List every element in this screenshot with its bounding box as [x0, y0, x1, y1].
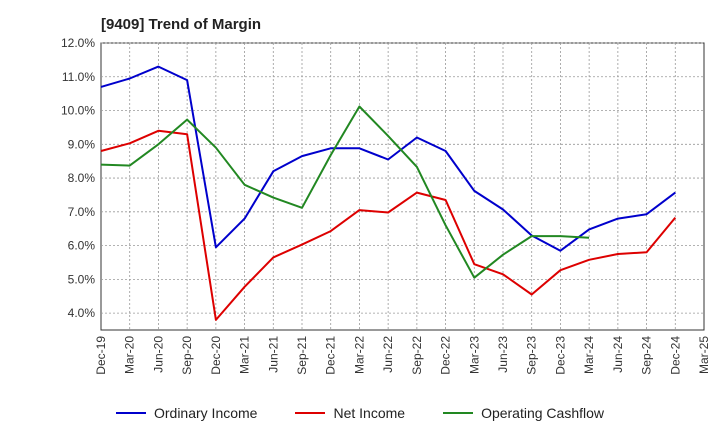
gridlines: [101, 42, 704, 330]
x-tick-label: Dec-20: [209, 336, 223, 375]
chart-title: [9409] Trend of Margin: [101, 16, 262, 33]
series-line-operating-cashflow: [100, 105, 590, 279]
series-lines: [100, 65, 677, 321]
x-tick-label: Dec-19: [94, 336, 108, 375]
y-tick-label: 4.0%: [68, 306, 96, 320]
y-axis-ticks: 4.0% 5.0% 6.0% 7.0% 8.0% 9.0% 10.0% 11.0% 12.0%: [61, 36, 95, 320]
legend-swatch: [295, 412, 326, 414]
x-tick-label: Sep-22: [410, 336, 424, 375]
y-tick-label: 11.0%: [62, 70, 95, 84]
x-tick-label: Jun-20: [151, 336, 165, 373]
y-tick-label: 7.0%: [68, 205, 96, 219]
x-tick-label: Mar-21: [238, 336, 252, 374]
legend-label: Operating Cashflow: [481, 405, 605, 421]
x-tick-label: Mar-24: [582, 336, 596, 374]
x-tick-label: Mar-23: [467, 336, 481, 374]
x-tick-label: Dec-21: [324, 336, 338, 375]
x-tick-label: Dec-22: [439, 336, 453, 375]
y-tick-label: 12.0%: [61, 36, 95, 50]
legend-swatch: [115, 412, 146, 414]
x-tick-label: Dec-24: [668, 336, 682, 375]
x-tick-label: Jun-21: [266, 336, 280, 373]
legend-label: Net Income: [333, 405, 406, 421]
x-tick-label: Mar-22: [352, 336, 366, 374]
x-tick-label: Sep-20: [180, 336, 194, 375]
y-tick-label: 8.0%: [68, 171, 96, 185]
x-tick-label: Sep-21: [295, 336, 309, 375]
x-tick-label: Mar-25: [697, 336, 711, 374]
x-tick-label: Mar-20: [123, 336, 137, 374]
y-tick-label: 9.0%: [68, 137, 96, 151]
plot-area: [100, 42, 705, 331]
x-tick-label: Jun-23: [496, 336, 510, 373]
legend-item: Operating Cashflow: [443, 405, 604, 421]
legend-swatch: [443, 412, 474, 414]
series-line-net-income: [100, 129, 677, 321]
legend-label: Ordinary Income: [153, 405, 258, 421]
x-tick-label: Dec-23: [553, 336, 567, 375]
legend-item: Net Income: [295, 405, 405, 421]
legend-item: Ordinary Income: [115, 405, 258, 421]
x-tick-label: Sep-23: [525, 336, 539, 375]
x-tick-label: Sep-24: [640, 336, 654, 375]
x-axis-ticks: Dec-19 Mar-20 Jun-20 Sep-20 Dec-20 Mar-21 Jun-…: [94, 336, 711, 375]
legend: Ordinary Income Net Income Operating Cashf…: [0, 405, 720, 421]
y-tick-label: 10.0%: [61, 104, 95, 118]
x-tick-label: Jun-22: [381, 336, 395, 373]
y-tick-label: 6.0%: [68, 239, 96, 253]
x-tick-label: Jun-24: [611, 336, 625, 373]
y-tick-label: 5.0%: [68, 272, 96, 286]
